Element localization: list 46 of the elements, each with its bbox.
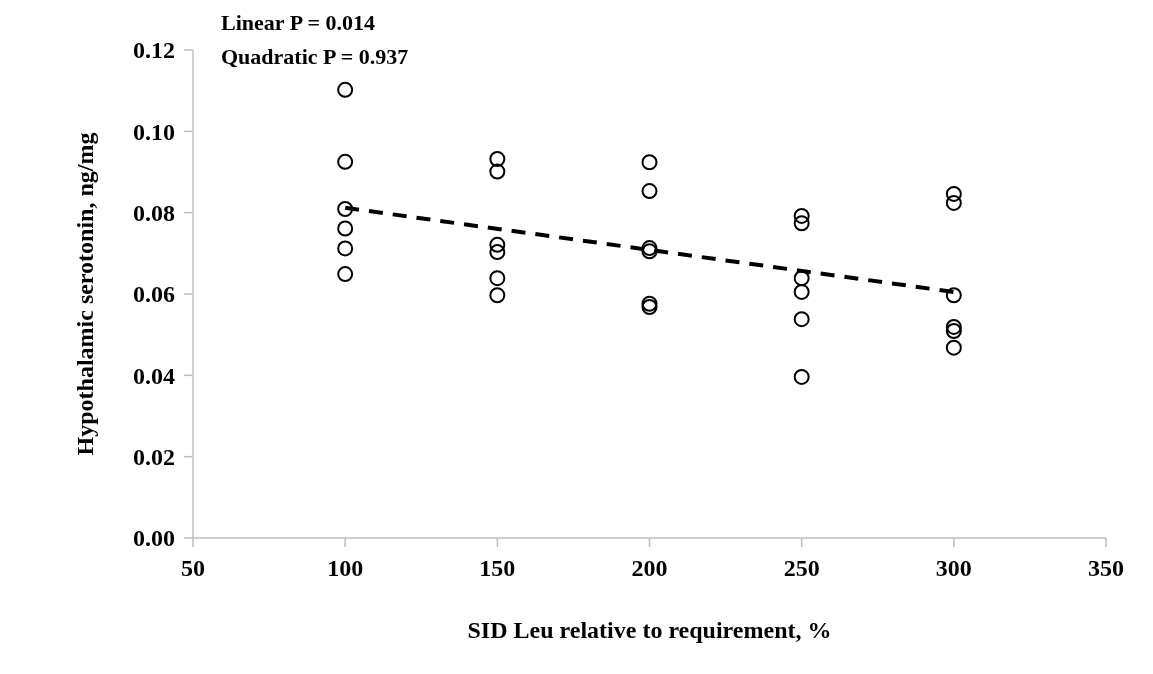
point [489, 236, 506, 253]
point [945, 185, 962, 202]
point [337, 201, 354, 218]
point [641, 295, 658, 312]
point [945, 287, 962, 304]
x-tick-label: 100 [327, 555, 364, 581]
point [793, 215, 810, 232]
text: Linear P = 0.014 [221, 10, 375, 35]
point [337, 240, 354, 257]
point [489, 163, 506, 180]
point [945, 323, 962, 340]
point [641, 299, 658, 316]
y-tick-label: 0.10 [133, 118, 175, 145]
x-tick-label: 200 [631, 555, 668, 581]
y-tick-label: 0.06 [133, 281, 175, 308]
x-axis-title: SID Leu relative to requirement, % [467, 617, 832, 643]
x-tick-label: 50 [181, 555, 205, 581]
point [945, 194, 962, 211]
x-tick-label: 250 [783, 555, 820, 581]
point [337, 153, 354, 170]
y-tick-label: 0.04 [133, 362, 175, 389]
y-tick-label: 0.02 [133, 444, 175, 471]
point [793, 311, 810, 328]
x-tick-label: 150 [479, 555, 516, 581]
y-tick-label: 0.00 [133, 525, 175, 552]
point [337, 220, 354, 237]
y-tick-label: 0.12 [133, 37, 175, 64]
point [641, 183, 658, 200]
x-tick-label: 350 [1088, 555, 1124, 581]
point [793, 270, 810, 287]
point [793, 368, 810, 385]
point [945, 339, 962, 356]
annotation: Quadratic P = 0.937 [221, 44, 409, 69]
point [489, 270, 506, 287]
point [337, 266, 354, 283]
point [489, 244, 506, 261]
point [945, 318, 962, 335]
y-axis-title: Hypothalamic serotonin, ng/mg [72, 132, 98, 456]
point [793, 207, 810, 224]
point [337, 81, 354, 98]
point [793, 283, 810, 300]
x-tick-label: 300 [935, 555, 972, 581]
y-tick-label: 0.08 [133, 200, 175, 227]
point [489, 150, 506, 167]
point [641, 154, 658, 171]
point [489, 287, 506, 304]
